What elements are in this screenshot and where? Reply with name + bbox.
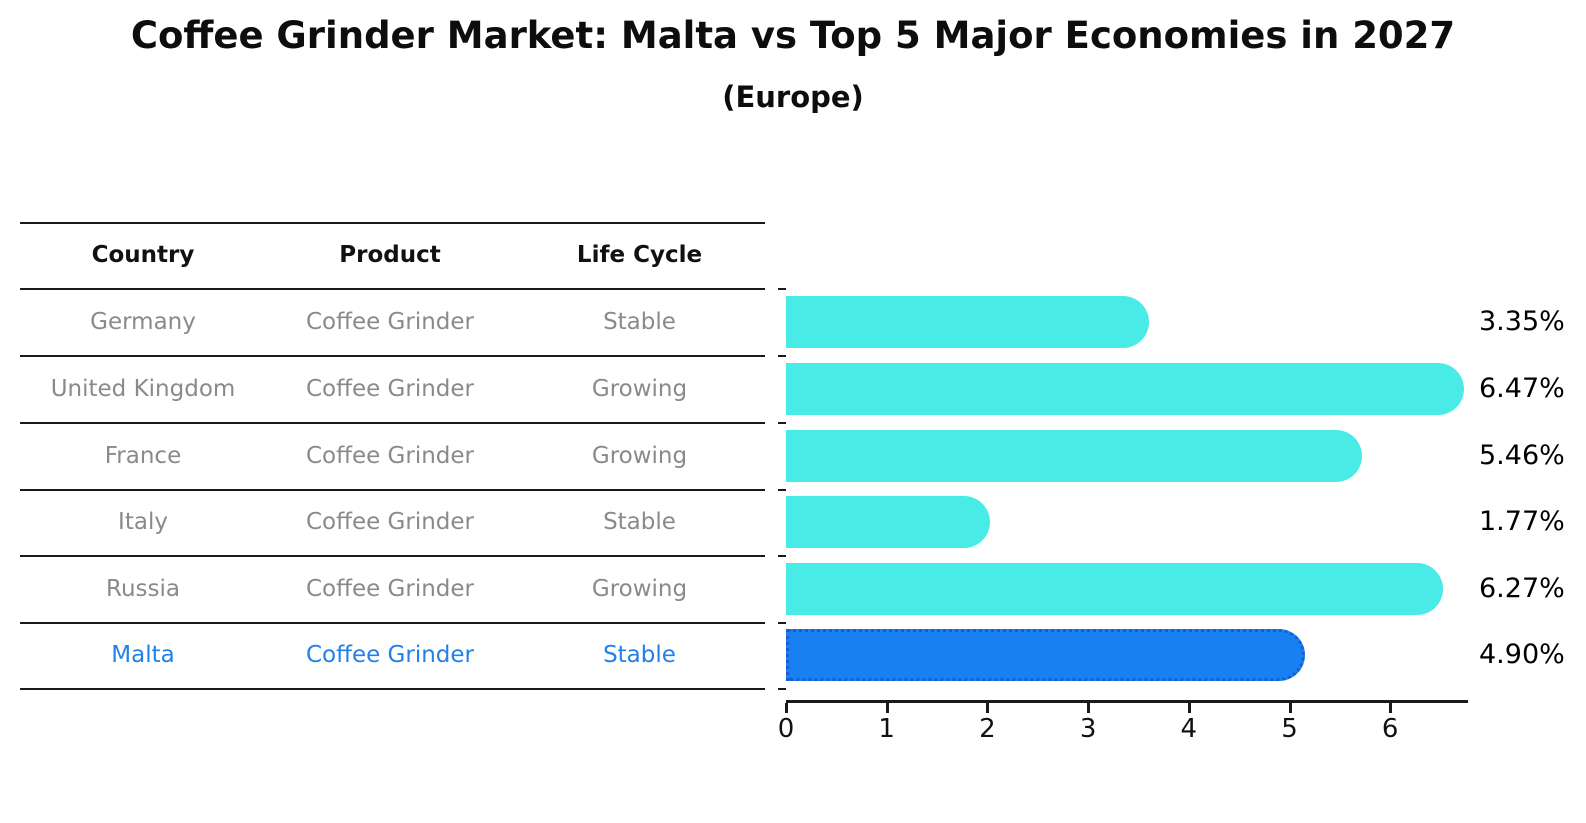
- bar-malta-highlighted: [786, 629, 1306, 681]
- x-axis-tick-label: 5: [1281, 714, 1298, 744]
- table-separator-line: [20, 222, 765, 224]
- x-axis-tick-label: 3: [1079, 714, 1097, 744]
- row-country-cell: Germany: [90, 308, 196, 335]
- bar-italy: [786, 496, 991, 548]
- y-axis-tick: [778, 489, 786, 491]
- table-separator-line: [20, 422, 765, 424]
- y-axis-tick: [778, 688, 786, 690]
- x-axis-tick: [785, 703, 788, 713]
- bar-united-kingdom: [786, 362, 1464, 415]
- row-life-cycle-cell: Stable: [603, 509, 676, 535]
- bar-russia: [786, 562, 1444, 615]
- chart-subtitle: (Europe): [722, 80, 864, 114]
- y-axis-tick: [778, 622, 786, 624]
- bar-value-label: 3.35%: [1479, 305, 1565, 337]
- table-row: Malta Coffee Grinder Stable: [20, 622, 765, 688]
- row-product-cell: Coffee Grinder: [305, 308, 475, 335]
- row-product-cell: Coffee Grinder: [305, 375, 475, 402]
- table-separator-line: [20, 688, 765, 690]
- table-row: Italy Coffee Grinder Stable: [20, 489, 765, 555]
- row-product-cell: Coffee Grinder: [305, 442, 475, 469]
- x-axis-tick-label: 6: [1381, 714, 1399, 744]
- bar-value-label: 4.90%: [1479, 639, 1565, 670]
- x-axis-tick-label: 1: [878, 714, 895, 744]
- table-row: Germany Coffee Grinder Stable: [20, 288, 765, 355]
- table-row: France Coffee Grinder Growing: [20, 422, 765, 489]
- x-axis-tick-label: 2: [979, 714, 996, 744]
- x-axis-tick: [986, 703, 990, 713]
- x-axis-tick: [1389, 703, 1393, 713]
- row-product-cell: Coffee Grinder: [305, 575, 475, 602]
- bar-france: [786, 429, 1362, 482]
- table-separator-line: [20, 288, 765, 290]
- y-axis-tick: [778, 355, 786, 357]
- column-header-product: Product: [339, 242, 441, 268]
- bar-value-label: 6.27%: [1479, 572, 1565, 604]
- row-product-cell: Coffee Grinder: [305, 642, 475, 668]
- table-row: United Kingdom Coffee Grinder Growing: [20, 355, 765, 422]
- row-country-cell: Italy: [118, 509, 168, 535]
- table-separator-line: [20, 555, 765, 557]
- row-product-cell: Coffee Grinder: [305, 509, 475, 535]
- chart-title: Coffee Grinder Market: Malta vs Top 5 Ma…: [130, 14, 1456, 57]
- table-header-row: Country Product Life Cycle: [20, 222, 765, 288]
- x-axis-tick-label: 0: [777, 714, 795, 744]
- x-axis-tick: [1288, 703, 1292, 713]
- bar-germany: [786, 295, 1150, 348]
- y-axis-tick: [778, 288, 786, 290]
- column-header-life-cycle: Life Cycle: [576, 242, 703, 268]
- bar-value-label: 6.47%: [1479, 372, 1565, 404]
- table-row: Russia Coffee Grinder Growing: [20, 555, 765, 622]
- row-country-cell: United Kingdom: [50, 375, 236, 402]
- row-country-cell: Russia: [106, 575, 180, 602]
- x-axis-tick: [1187, 703, 1191, 713]
- row-life-cycle-cell: Stable: [603, 308, 676, 335]
- y-axis-tick: [778, 422, 786, 424]
- bar-value-label: 1.77%: [1479, 506, 1565, 537]
- row-life-cycle-cell: Stable: [603, 642, 676, 668]
- table-separator-line: [20, 355, 765, 357]
- table-separator-line: [20, 622, 765, 624]
- column-header-country: Country: [91, 242, 195, 268]
- row-country-cell: France: [104, 442, 182, 469]
- row-life-cycle-cell: Growing: [591, 375, 688, 402]
- row-country-cell: Malta: [111, 642, 175, 668]
- row-life-cycle-cell: Growing: [591, 575, 688, 602]
- table-separator-line: [20, 489, 765, 491]
- y-axis-tick: [778, 555, 786, 557]
- x-axis-tick: [1087, 703, 1091, 713]
- x-axis-tick: [885, 703, 889, 713]
- bar-value-label: 5.46%: [1479, 439, 1565, 471]
- row-life-cycle-cell: Growing: [591, 442, 688, 469]
- x-axis-tick-label: 4: [1180, 714, 1198, 744]
- x-axis-line: [786, 700, 1468, 703]
